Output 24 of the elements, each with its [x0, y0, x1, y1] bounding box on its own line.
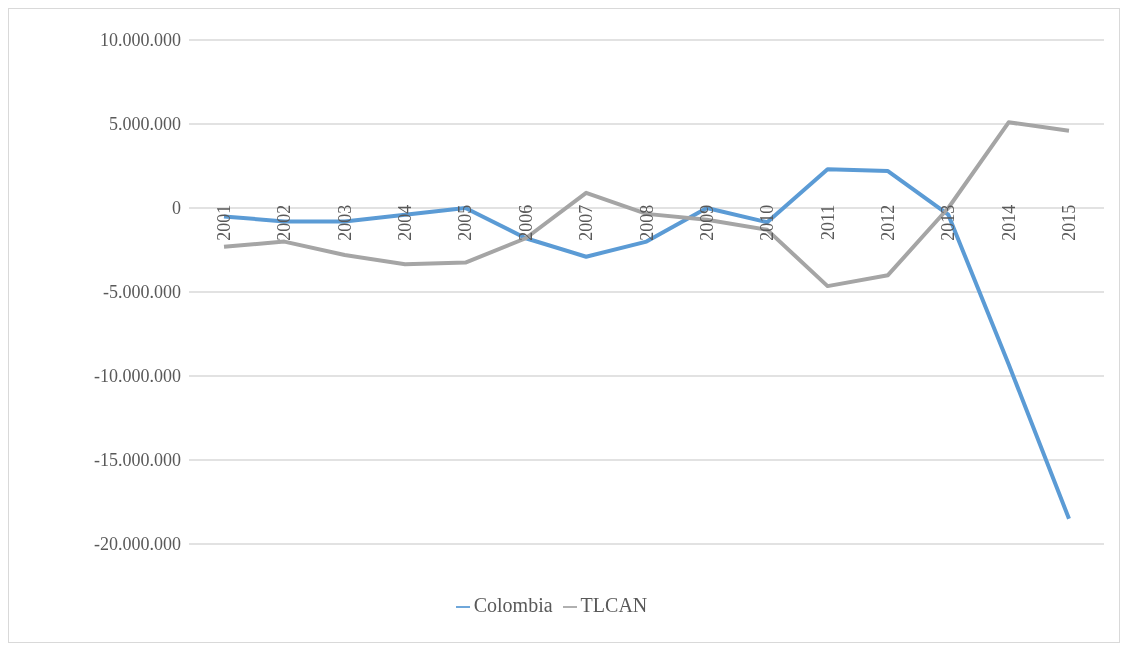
y-tick-label: -5.000.000 — [103, 282, 181, 303]
y-tick-label: 0 — [172, 198, 181, 219]
x-tick-label: 2012 — [877, 204, 898, 241]
x-tick-label: 2006 — [515, 204, 536, 241]
y-tick-label: 10.000.000 — [100, 30, 181, 51]
x-tick-label: 2007 — [576, 204, 597, 241]
x-tick-label: 2002 — [274, 204, 295, 241]
x-tick-label: 2008 — [636, 204, 657, 241]
x-tick-label: 2004 — [395, 204, 416, 241]
y-tick-label: 5.000.000 — [109, 114, 181, 135]
x-tick-label: 2014 — [998, 204, 1019, 241]
y-tick-label: -10.000.000 — [94, 366, 181, 387]
x-tick-label: 2015 — [1059, 204, 1079, 241]
y-tick-label: -20.000.000 — [94, 534, 181, 555]
x-tick-label: 2013 — [938, 204, 959, 241]
x-tick-label: 2001 — [214, 204, 234, 241]
x-tick-label: 2011 — [817, 204, 838, 241]
legend-label: Colombia — [473, 594, 553, 616]
x-tick-label: 2005 — [455, 204, 476, 241]
x-tick-label: 2010 — [757, 204, 778, 241]
legend-label: TLCAN — [580, 594, 648, 616]
y-tick-label: -15.000.000 — [94, 450, 181, 471]
x-tick-label: 2009 — [696, 204, 717, 241]
x-tick-label: 2003 — [334, 204, 355, 241]
